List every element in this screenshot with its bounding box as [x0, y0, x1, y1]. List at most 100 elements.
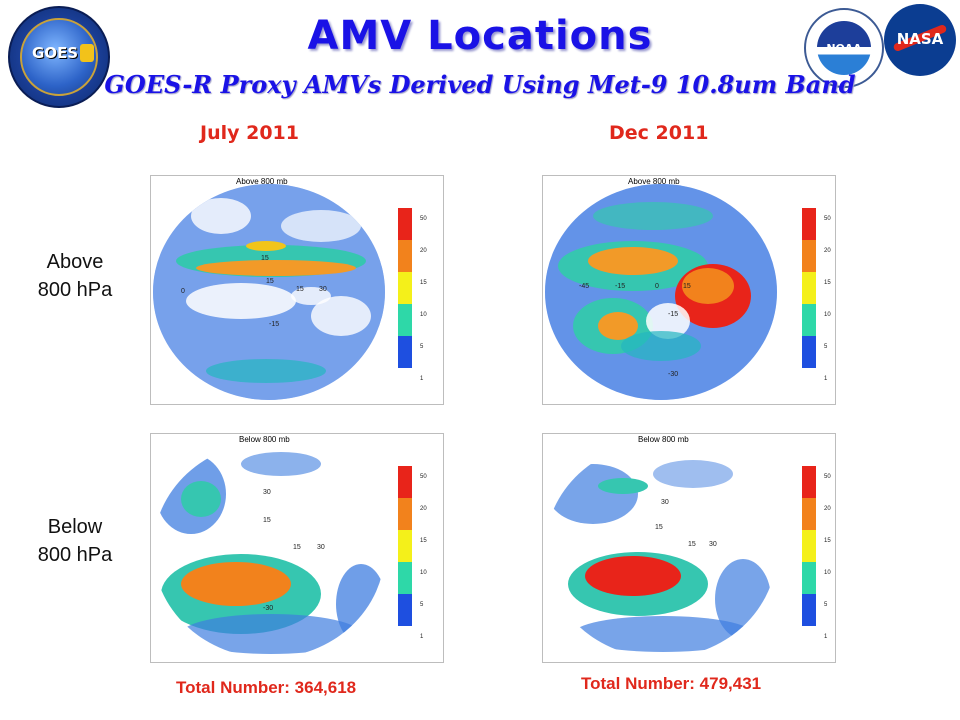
page-title: AMV Locations	[307, 13, 653, 59]
colorbar-segment	[802, 240, 816, 272]
colorbar-segment	[398, 240, 412, 272]
colorbar-labels-below-july: 50 20 15 10 5 1	[420, 461, 427, 653]
map-label: -45	[579, 283, 589, 290]
colorbar-labels-above-july: 50 20 15 10 5 1	[420, 203, 427, 395]
map-label: -15	[615, 283, 625, 290]
colorbar-label: 5	[824, 602, 828, 608]
colorbar-segment	[398, 530, 412, 562]
map-label: -30	[668, 371, 678, 378]
colorbar-segment	[398, 594, 412, 626]
goes-logo-text: GOES	[32, 44, 79, 62]
page-subtitle: GOES-R Proxy AMVs Derived Using Met-9 10…	[104, 70, 856, 99]
colorbar-label: 50	[824, 216, 831, 222]
map-panel-above-july: Above 800 mb 15 0 15 15 30 -15	[150, 175, 444, 405]
colorbar-segment	[802, 562, 816, 594]
colorbar-label: 50	[420, 216, 427, 222]
map-label: 30	[317, 544, 325, 551]
panel-title-below-dec: Below 800 mb	[638, 435, 689, 444]
colorbar-below-july	[398, 466, 412, 626]
colorbar-label: 10	[420, 312, 427, 318]
colorbar-label: 10	[420, 570, 427, 576]
colorbar-labels-above-dec: 50 20 15 10 5 1	[824, 203, 831, 395]
panel-title-below-july: Below 800 mb	[239, 435, 290, 444]
colorbar-label: 15	[420, 538, 427, 544]
colorbar-label: 20	[420, 248, 427, 254]
colorbar-labels-below-dec: 50 20 15 10 5 1	[824, 461, 831, 653]
colorbar-segment	[398, 466, 412, 498]
map-label: -15	[269, 321, 279, 328]
colorbar-above-dec	[802, 208, 816, 368]
row-label-below-line2: 800 hPa	[37, 544, 113, 566]
colorbar-segment	[398, 304, 412, 336]
colorbar-segment	[398, 208, 412, 240]
colorbar-label: 10	[824, 570, 831, 576]
row-label-above-line2: 800 hPa	[37, 279, 113, 301]
amv-map-above-dec: Above 800 mb -45 -15 0 15 -15 -30	[545, 177, 777, 400]
panel-title-above-july: Above 800 mb	[236, 177, 288, 186]
panel-title-above-dec: Above 800 mb	[628, 177, 680, 186]
colorbar-segment	[802, 336, 816, 368]
colorbar-label: 20	[420, 506, 427, 512]
colorbar-label: 5	[420, 344, 424, 350]
colorbar-label: 1	[824, 376, 828, 382]
map-label: 30	[319, 286, 327, 293]
map-label: 15	[266, 278, 274, 285]
colorbar-segment	[398, 562, 412, 594]
map-label: 15	[261, 255, 269, 262]
row-label-below-line1: Below	[47, 516, 103, 538]
map-label: 15	[688, 541, 696, 548]
map-panel-below-dec: Below 800 mb 30 15 15 30	[542, 433, 836, 663]
colorbar-segment	[802, 208, 816, 240]
map-label: -15	[668, 311, 678, 318]
colorbar-label: 50	[824, 474, 831, 480]
column-header-dec: Dec 2011	[609, 122, 709, 144]
colorbar-segment	[398, 272, 412, 304]
colorbar-segment	[398, 498, 412, 530]
total-number-july: Total Number: 364,618	[176, 678, 357, 697]
colorbar-label: 15	[824, 538, 831, 544]
colorbar-segment	[802, 466, 816, 498]
map-label: 15	[293, 544, 301, 551]
colorbar-label: 20	[824, 506, 831, 512]
amv-map-above-july: Above 800 mb 15 0 15 15 30 -15	[153, 177, 385, 400]
amv-map-below-july: Below 800 mb 30 15 15 30 -30	[153, 435, 385, 658]
noaa-logo-text: NOAA	[826, 42, 862, 55]
colorbar-segment	[802, 498, 816, 530]
colorbar-label: 20	[824, 248, 831, 254]
colorbar-label: 5	[824, 344, 828, 350]
row-label-above: Above 800 hPa	[30, 248, 120, 304]
colorbar-segment	[802, 304, 816, 336]
colorbar-label: 1	[420, 376, 424, 382]
map-label: -30	[263, 605, 273, 612]
map-label: 15	[683, 283, 691, 290]
noaa-logo: NOAA	[804, 8, 884, 88]
colorbar-label: 15	[824, 280, 831, 286]
colorbar-label: 5	[420, 602, 424, 608]
colorbar-segment	[802, 594, 816, 626]
map-label: 30	[263, 489, 271, 496]
colorbar-label: 1	[420, 634, 424, 640]
colorbar-label: 10	[824, 312, 831, 318]
nasa-logo: NASA	[884, 4, 956, 76]
total-number-dec: Total Number: 479,431	[581, 674, 762, 693]
colorbar-label: 50	[420, 474, 427, 480]
colorbar-segment	[802, 272, 816, 304]
colorbar-below-dec	[802, 466, 816, 626]
column-header-july: July 2011	[200, 122, 299, 144]
colorbar-segment	[802, 530, 816, 562]
map-panel-below-july: Below 800 mb 30 15 15 30 -30	[150, 433, 444, 663]
nasa-logo-text: NASA	[896, 30, 944, 48]
goes-r-logo: GOES	[8, 6, 110, 108]
map-label: 15	[655, 524, 663, 531]
colorbar-label: 1	[824, 634, 828, 640]
map-label: 0	[181, 288, 185, 295]
row-label-above-line1: Above	[46, 251, 104, 273]
map-panel-above-dec: Above 800 mb -45 -15 0 15 -15 -30	[542, 175, 836, 405]
amv-map-below-dec: Below 800 mb 30 15 15 30	[545, 435, 777, 658]
colorbar-segment	[398, 336, 412, 368]
map-label: 15	[263, 517, 271, 524]
map-label: 30	[709, 541, 717, 548]
colorbar-above-july	[398, 208, 412, 368]
map-label: 30	[661, 499, 669, 506]
goes-logo-r	[80, 44, 94, 62]
